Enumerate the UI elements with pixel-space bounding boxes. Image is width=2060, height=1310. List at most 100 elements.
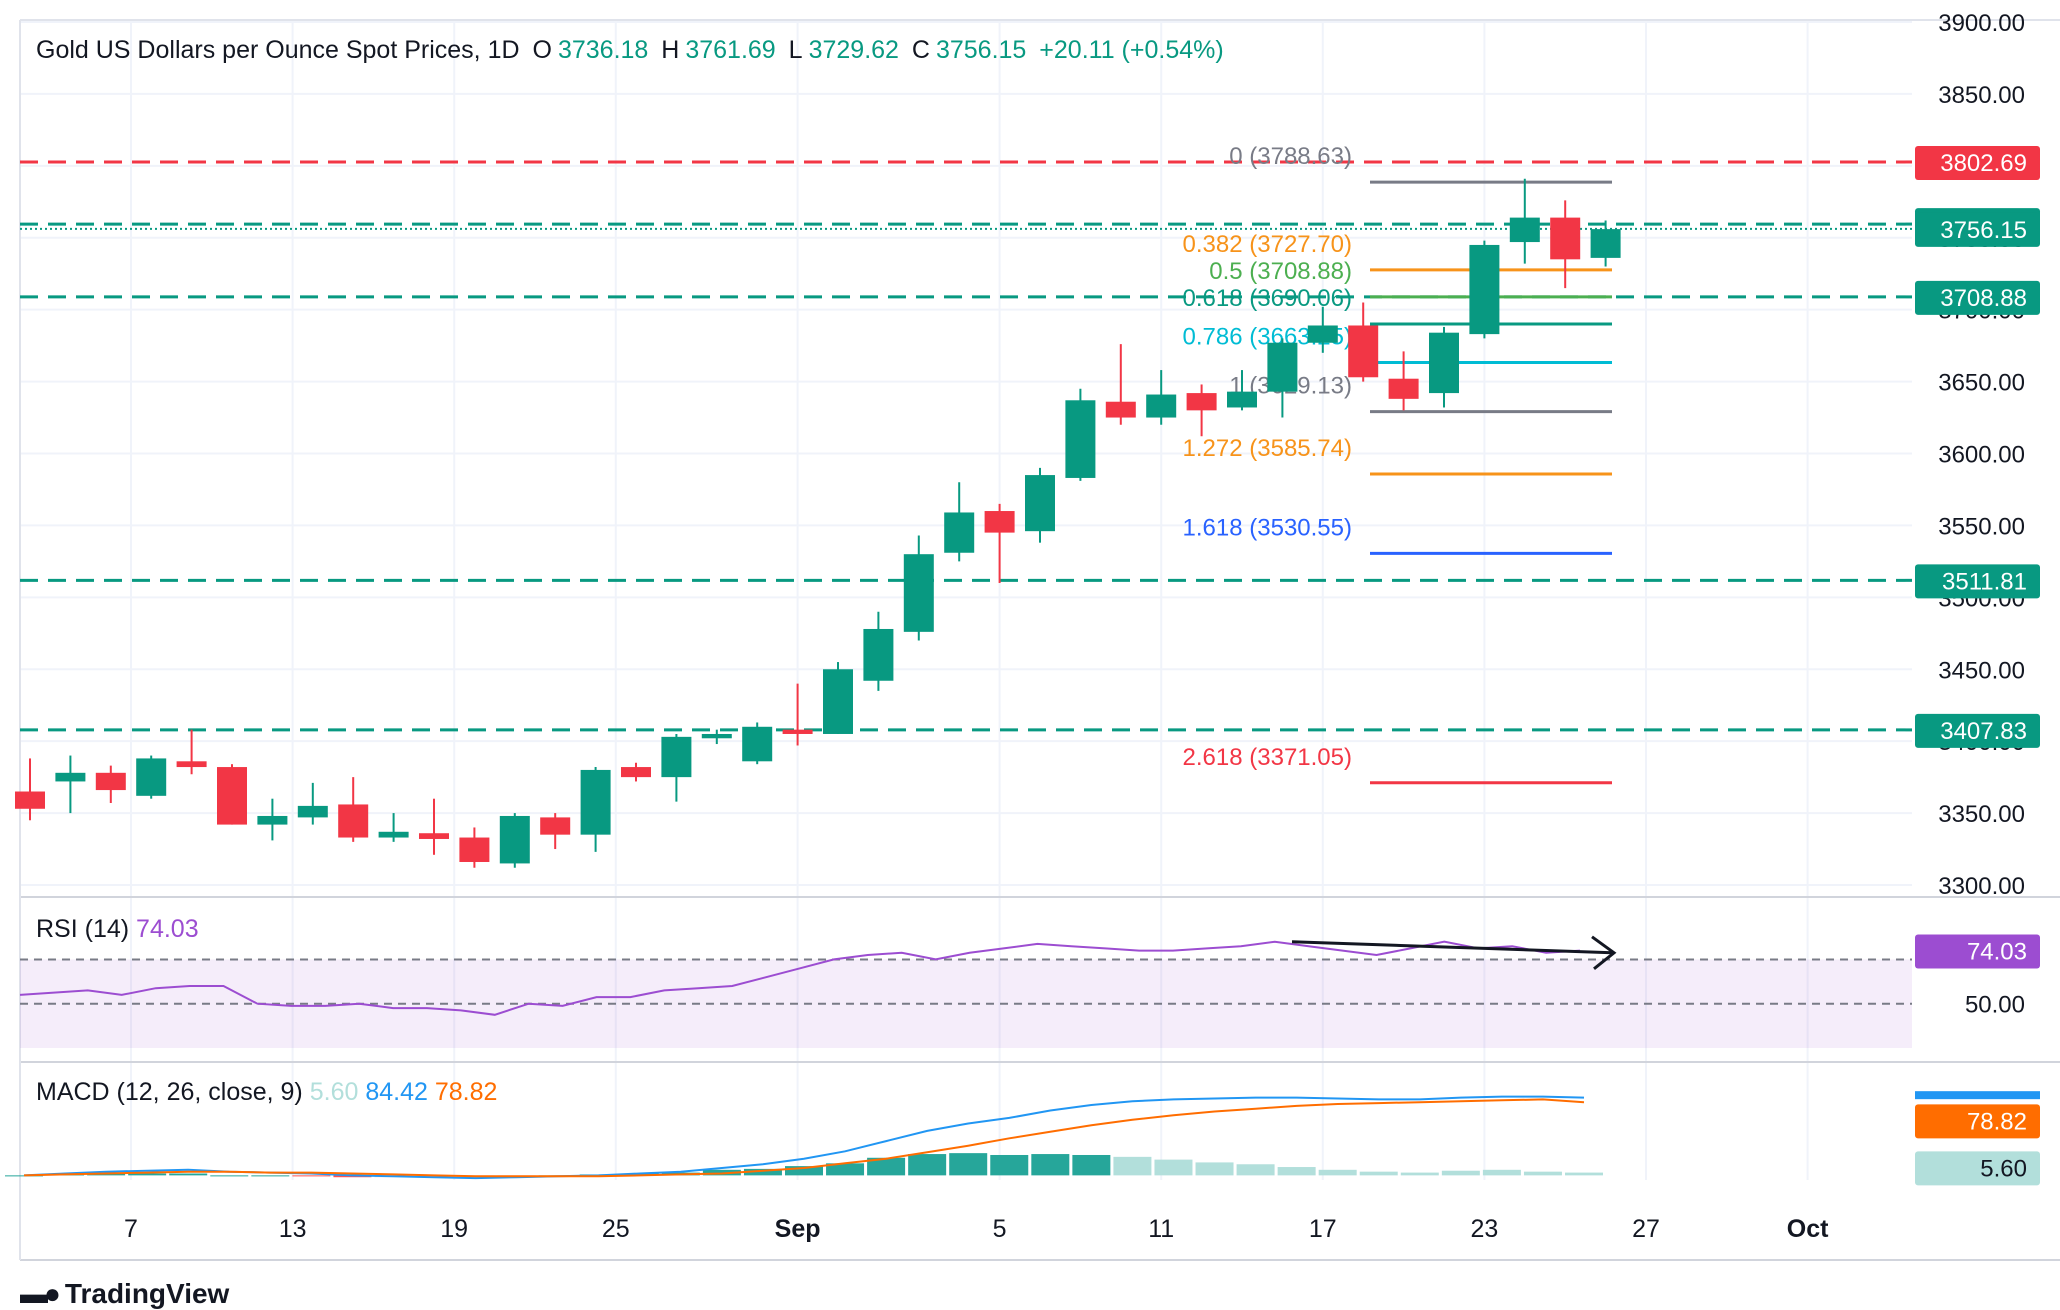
price-tick-label: 3850.00	[1938, 82, 2025, 109]
macd-histogram-bar	[251, 1175, 290, 1177]
x-axis-tick-label: 27	[1632, 1215, 1660, 1243]
x-axis-tick-label: 25	[602, 1215, 630, 1243]
price-tick-label: 3450.00	[1938, 657, 2025, 684]
high-value: 3761.69	[685, 36, 776, 64]
candle-up	[257, 815, 288, 825]
macd-histogram-bar	[1441, 1170, 1480, 1176]
macd-histogram-bar	[1400, 1172, 1439, 1176]
fibonacci-level-label: 0 (3788.63)	[1229, 143, 1352, 170]
candle-up	[863, 628, 894, 681]
macd-histogram-bar	[743, 1168, 782, 1176]
price-axis-badge-label: 3407.83	[1940, 718, 2027, 745]
candle-up	[1429, 332, 1459, 394]
divergence-arrowhead	[1591, 935, 1617, 970]
tradingview-brand[interactable]: ▬● TradingView	[20, 1278, 229, 1310]
macd-histogram-badge-label: 5.60	[1980, 1155, 2027, 1182]
price-tick-label: 3300.00	[1938, 873, 2025, 900]
candle-down	[217, 767, 247, 825]
macd-histogram-bar	[1523, 1171, 1562, 1176]
macd-histogram-bar	[785, 1166, 823, 1176]
candle-up	[499, 815, 530, 864]
candle-down	[419, 833, 449, 839]
candle-up	[1509, 217, 1540, 243]
macd-histogram-bar	[210, 1175, 249, 1177]
macd-signal-line	[23, 1098, 1585, 1178]
candle-up	[1590, 229, 1621, 258]
macd-histogram-bar	[128, 1173, 167, 1176]
x-axis-tick-label: 17	[1309, 1215, 1337, 1243]
fibonacci-level-label: 1.618 (3530.55)	[1183, 514, 1352, 541]
price-axis-badge-label: 3511.81	[1942, 568, 2027, 595]
candle-down	[1388, 378, 1419, 399]
candle-down	[540, 817, 571, 835]
macd-histogram-bar	[1236, 1164, 1275, 1176]
macd-label: MACD (12, 26, close, 9)	[36, 1078, 303, 1106]
macd-histogram-value: 5.60	[309, 1078, 359, 1106]
candle-up	[580, 769, 611, 835]
x-axis-tick-label: 19	[440, 1215, 468, 1243]
fibonacci-level-label: 0.5 (3708.88)	[1209, 258, 1352, 285]
x-axis-tick-label: Sep	[775, 1215, 821, 1243]
macd-histogram-bar	[826, 1163, 865, 1176]
candle-down	[15, 791, 45, 809]
candle-down	[1186, 393, 1217, 411]
last-price-badge	[1915, 212, 2040, 247]
low-value: 3729.62	[808, 36, 899, 64]
price-tick-label: 3350.00	[1938, 801, 2025, 828]
macd-signal-value: 78.82	[434, 1078, 498, 1106]
divergence-trendline	[1291, 940, 1613, 955]
candle-up	[378, 831, 409, 838]
close-label: C	[911, 36, 930, 64]
macd-histogram-bar	[1565, 1172, 1603, 1176]
x-axis-tick-label: 11	[1148, 1215, 1174, 1243]
macd-histogram-bar	[990, 1154, 1029, 1176]
candle-up	[1307, 325, 1338, 343]
candle-up	[1267, 342, 1298, 392]
low-label: L	[788, 36, 803, 64]
price-axis-badge	[1915, 713, 2040, 748]
symbol-title: Gold US Dollars per Ounce Spot Prices, 1…	[36, 36, 520, 64]
x-axis-tick-label: Oct	[1787, 1215, 1829, 1243]
macd-histogram-bar	[1031, 1154, 1070, 1176]
candle-up	[903, 554, 934, 632]
fibonacci-level-label: 0.618 (3690.06)	[1183, 285, 1352, 312]
fibonacci-level-label: 2.618 (3371.05)	[1183, 744, 1352, 771]
macd-histogram-bar	[1359, 1171, 1398, 1176]
macd-histogram-bar	[1277, 1167, 1316, 1176]
price-axis-badge	[1915, 280, 2040, 315]
candle-up	[297, 805, 328, 818]
rsi-legend: RSI (14) 74.03	[36, 915, 199, 944]
macd-histogram-bar	[1318, 1169, 1357, 1176]
candle-up	[1146, 394, 1177, 418]
macd-legend: MACD (12, 26, close, 9) 5.60 84.42 78.82	[36, 1078, 497, 1107]
price-tick-label: 3550.00	[1938, 513, 2025, 540]
macd-histogram-bar	[1072, 1154, 1111, 1176]
macd-line	[23, 1095, 1585, 1180]
x-axis-tick-label: 23	[1470, 1215, 1498, 1243]
candle-down	[95, 772, 126, 791]
x-axis-tick-label: 13	[279, 1215, 307, 1243]
last-price-badge-label: 3756.15	[1940, 217, 2027, 244]
candle-down	[782, 729, 813, 734]
macd-histogram-bar	[1113, 1156, 1152, 1176]
candle-up	[742, 726, 773, 762]
candle-down	[1348, 325, 1379, 378]
rsi-label: RSI (14)	[36, 915, 130, 943]
macd-histogram-bar	[1154, 1159, 1193, 1176]
close-value: 3756.15	[935, 36, 1027, 64]
price-axis-badge	[1915, 564, 2040, 599]
price-tick-label: 3900.00	[1938, 10, 2025, 37]
candle-up	[944, 512, 975, 553]
candle-down	[621, 767, 651, 778]
chart-legend: Gold US Dollars per Ounce Spot Prices, 1…	[36, 36, 1230, 65]
macd-histogram-bar	[169, 1173, 208, 1176]
candle-up	[1025, 475, 1055, 532]
price-axis-badge-label: 3708.88	[1940, 285, 2027, 312]
x-axis-tick-label: 5	[993, 1215, 1007, 1243]
open-value: 3736.18	[557, 36, 649, 64]
tradingview-logo-icon: ▬●	[20, 1278, 61, 1309]
price-axis-badge-label: 3802.69	[1940, 150, 2027, 177]
fibonacci-level-label: 1.272 (3585.74)	[1183, 435, 1352, 462]
